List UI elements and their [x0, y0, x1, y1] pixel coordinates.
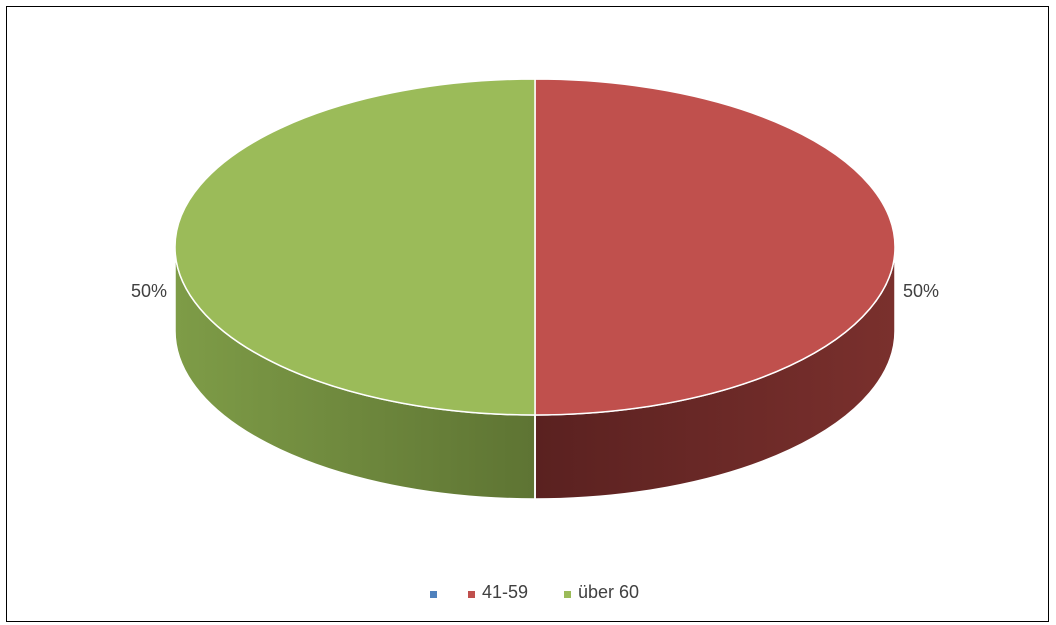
data-labels: 50% 50% — [131, 281, 939, 301]
slice-41-59 — [534, 78, 896, 416]
data-label-41-59: 50% — [903, 281, 939, 301]
pie-top-layer — [174, 78, 896, 416]
data-label-ber-60: 50% — [131, 281, 167, 301]
slice-ber-60 — [174, 78, 536, 416]
legend-item-ber-60: über 60 — [564, 582, 639, 602]
legend-swatch — [468, 591, 475, 598]
legend-swatch — [430, 591, 437, 598]
legend-label: 41-59 — [482, 582, 528, 602]
legend: 41-59 über 60 — [430, 582, 639, 602]
legend-swatch — [564, 591, 571, 598]
legend-item-41-59: 41-59 — [468, 582, 528, 602]
legend-label: über 60 — [578, 582, 639, 602]
legend-item-empty — [430, 591, 437, 598]
